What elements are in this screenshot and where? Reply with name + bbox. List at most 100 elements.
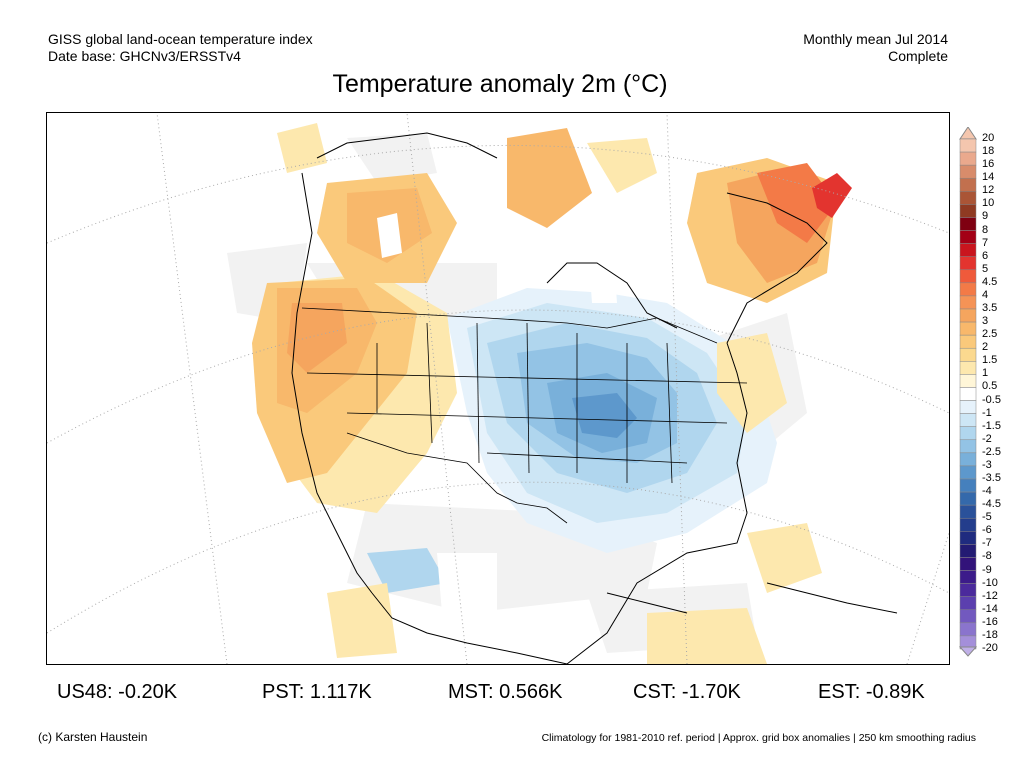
map-canvas — [47, 113, 949, 664]
colorbar-swatch — [959, 321, 977, 336]
colorbar-swatch — [959, 374, 977, 388]
colorbar-label: 1 — [982, 367, 989, 380]
colorbar-label: -3 — [982, 458, 992, 471]
colorbar-label: 8 — [982, 223, 989, 236]
colorbar-swatch — [959, 504, 977, 519]
header-right: Monthly mean Jul 2014 Complete — [803, 31, 948, 65]
colorbar-swatch — [959, 426, 977, 441]
colorbar-swatch — [959, 308, 977, 323]
colorbar-swatch — [959, 400, 977, 414]
copyright: (c) Karsten Haustein — [38, 730, 148, 744]
dataset-title: GISS global land-ocean temperature index — [48, 31, 313, 47]
colorbar-label: 9 — [982, 210, 989, 223]
cold-anomaly-region — [367, 288, 777, 593]
status-label: Complete — [888, 48, 948, 64]
colorbar-label: -6 — [982, 524, 992, 537]
colorbar-label: 12 — [982, 184, 995, 197]
colorbar-swatch — [959, 334, 977, 349]
map-title: Temperature anomaly 2m (°C) — [332, 70, 668, 98]
colorbar-swatch — [959, 452, 977, 467]
header-left: GISS global land-ocean temperature index… — [48, 31, 313, 65]
colorbar-label: -2 — [982, 432, 992, 445]
colorbar-label: -14 — [982, 602, 998, 615]
colorbar-label: -4 — [982, 485, 992, 498]
stat-cst: CST: -1.70K — [633, 681, 741, 703]
political-borders — [301, 307, 748, 524]
colorbar-label: -4.5 — [982, 498, 1001, 511]
colorbar-label: -1 — [982, 406, 992, 419]
colorbar-label: -10 — [982, 576, 998, 589]
colorbar-swatch — [959, 557, 977, 571]
period-label: Monthly mean Jul 2014 — [803, 31, 948, 47]
colorbar-label: -9 — [982, 563, 992, 576]
colorbar-swatch — [959, 439, 977, 454]
colorbar-label: 16 — [982, 158, 995, 171]
colorbar-swatch — [959, 570, 977, 584]
colorbar-label: -8 — [982, 550, 992, 563]
colorbar-swatch — [959, 531, 977, 545]
colorbar-swatch — [959, 609, 977, 624]
colorbar-swatch — [959, 269, 977, 284]
colorbar-label: 20 — [982, 132, 995, 144]
colorbar-label: 18 — [982, 145, 995, 158]
colorbar-label: -7 — [982, 537, 992, 550]
colorbar-swatch — [959, 204, 977, 218]
colorbar-swatch — [959, 596, 977, 611]
colorbar-label: -20 — [982, 642, 998, 654]
colorbar-label: 4 — [982, 288, 989, 301]
anomaly-map — [46, 112, 950, 665]
colorbar-swatch — [959, 243, 977, 257]
stat-pst: PST: 1.117K — [262, 681, 372, 703]
colorbar-label: -1.5 — [982, 419, 1001, 432]
colorbar-label: 5 — [982, 262, 989, 275]
colorbar-swatch — [959, 177, 977, 192]
no-data-gaps — [437, 233, 617, 613]
colorbar-label: 14 — [982, 171, 995, 184]
colorbar-top-arrow — [959, 127, 977, 140]
colorbar-swatch — [959, 583, 977, 597]
colorbar-swatch — [959, 465, 977, 480]
data-base-label: Date base: GHCNv3/ERSSTv4 — [48, 48, 241, 64]
colorbar-label: -5 — [982, 511, 992, 524]
colorbar-label: -12 — [982, 589, 998, 602]
colorbar-label: 10 — [982, 197, 995, 210]
colorbar-label: 6 — [982, 249, 989, 262]
colorbar-swatch — [959, 478, 977, 493]
colorbar-label: 2 — [982, 341, 989, 354]
colorbar-swatch — [959, 138, 977, 153]
colorbar-swatch — [959, 491, 977, 506]
colorbar-label: 3 — [982, 315, 989, 328]
climatology-note: Climatology for 1981-2010 ref. period | … — [541, 732, 976, 744]
colorbar-swatch — [959, 295, 977, 310]
colorbar-bottom-arrow — [958, 646, 978, 657]
colorbar-label: -18 — [982, 628, 998, 641]
colorbar-swatch — [959, 164, 977, 179]
colorbar-swatch — [959, 217, 977, 231]
colorbar-swatch — [959, 230, 977, 244]
colorbar-swatch — [959, 256, 977, 271]
stat-us48: US48: -0.20K — [57, 681, 178, 703]
stat-est: EST: -0.89K — [818, 681, 925, 703]
colorbar-swatch — [959, 387, 977, 401]
colorbar: 20 18 16 14 12 10 9 8 7 6 5 4.5 4 3.5 3 2.5 2 1.5 1 0.5 -0.5… — [958, 127, 1018, 657]
coastlines — [291, 132, 898, 664]
colorbar-swatch — [959, 191, 977, 205]
colorbar-swatches — [958, 127, 978, 657]
colorbar-label: 0.5 — [982, 380, 998, 393]
colorbar-label: -3.5 — [982, 472, 1001, 484]
colorbar-label: 1.5 — [982, 354, 998, 367]
colorbar-swatch — [959, 517, 977, 532]
colorbar-swatch — [959, 413, 977, 427]
colorbar-label: 7 — [982, 236, 989, 249]
colorbar-swatch — [959, 544, 977, 558]
graticule — [47, 113, 949, 664]
colorbar-swatch — [959, 282, 977, 297]
colorbar-swatch — [959, 622, 977, 637]
colorbar-label: 2.5 — [982, 328, 998, 341]
colorbar-label: -2.5 — [982, 445, 1001, 458]
colorbar-swatch — [959, 347, 977, 362]
colorbar-label: -0.5 — [982, 393, 1001, 406]
colorbar-swatch — [959, 151, 977, 166]
stat-mst: MST: 0.566K — [448, 681, 563, 703]
colorbar-label: 4.5 — [982, 275, 998, 288]
